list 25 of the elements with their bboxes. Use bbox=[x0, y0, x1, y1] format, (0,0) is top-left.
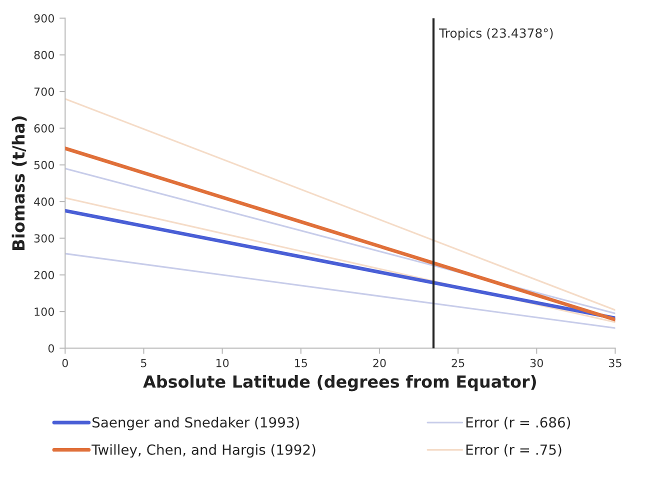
x-axis-title: Absolute Latitude (degrees from Equator) bbox=[143, 374, 536, 392]
y-axis-title: Biomass (t/ha) bbox=[12, 116, 27, 250]
x-tick-label: 20 bbox=[373, 358, 386, 368]
ref-line-label: Tropics (23.4378°) bbox=[439, 28, 553, 40]
y-tick-label: 900 bbox=[34, 14, 54, 23]
y-tick-label: 0 bbox=[48, 344, 54, 353]
legend-label: Saenger and Snedaker (1993) bbox=[92, 416, 299, 430]
y-tick-label: 300 bbox=[34, 234, 54, 243]
y-tick-label: 700 bbox=[34, 88, 54, 96]
y-tick-label: 400 bbox=[34, 198, 54, 206]
x-tick-label: 35 bbox=[609, 358, 622, 368]
x-tick-label: 15 bbox=[295, 358, 307, 368]
x-tick-label: 25 bbox=[452, 358, 464, 368]
x-tick-label: 10 bbox=[216, 358, 229, 368]
y-tick-label: 200 bbox=[34, 270, 54, 280]
x-tick-label: 5 bbox=[141, 358, 146, 368]
legend-label: Error (r = .75) bbox=[466, 444, 562, 457]
legend-label: Error (r = .686) bbox=[466, 416, 570, 430]
y-tick-label: 500 bbox=[34, 160, 54, 170]
y-tick-label: 100 bbox=[34, 308, 54, 316]
legend-label: Twilley, Chen, and Hargis (1992) bbox=[92, 444, 316, 458]
x-tick-label: 0 bbox=[62, 358, 68, 368]
x-tick-label: 30 bbox=[530, 358, 543, 368]
y-tick-label: 800 bbox=[34, 50, 54, 60]
y-tick-label: 600 bbox=[34, 124, 54, 133]
